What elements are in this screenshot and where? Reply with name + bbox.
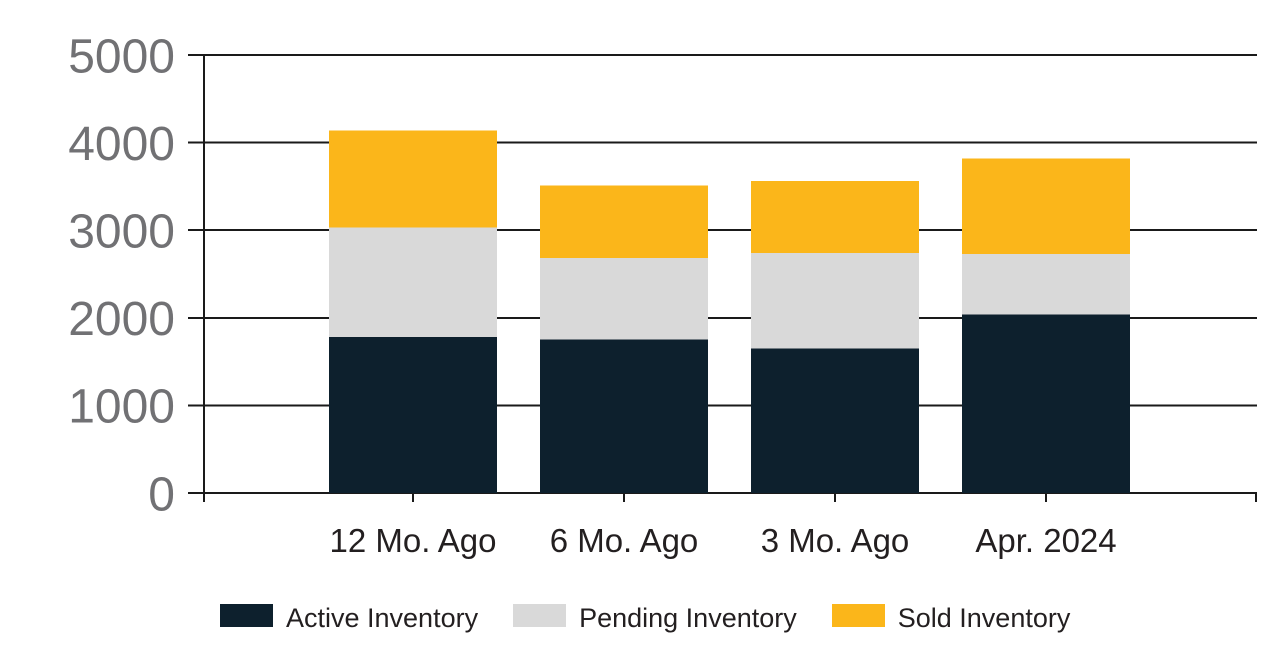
bar-3-mo-ago-sold-inventory <box>751 181 919 253</box>
x-axis-label-12-mo-ago: 12 Mo. Ago <box>330 522 497 559</box>
bar-12-mo-ago-active-inventory <box>329 337 497 493</box>
legend-swatch-active-inventory <box>220 604 273 627</box>
legend-label-pending-inventory: Pending Inventory <box>579 603 797 633</box>
x-axis-label-3-mo-ago: 3 Mo. Ago <box>761 522 910 559</box>
y-axis-label-2000: 2000 <box>68 293 175 346</box>
y-axis-label-4000: 4000 <box>68 118 175 171</box>
y-axis-label-0: 0 <box>148 468 175 521</box>
x-axis-label-6-mo-ago: 6 Mo. Ago <box>550 522 699 559</box>
bar-12-mo-ago-pending-inventory <box>329 227 497 338</box>
bar-3-mo-ago-pending-inventory <box>751 252 919 349</box>
y-axis-label-1000: 1000 <box>68 381 175 434</box>
bar-apr-2024-sold-inventory <box>962 158 1130 254</box>
bar-12-mo-ago-sold-inventory <box>329 130 497 228</box>
x-axis-label-apr-2024: Apr. 2024 <box>975 522 1116 559</box>
y-axis-label-3000: 3000 <box>68 205 175 258</box>
bar-6-mo-ago-pending-inventory <box>540 258 708 340</box>
bar-apr-2024-active-inventory <box>962 314 1130 493</box>
bar-6-mo-ago-active-inventory <box>540 339 708 493</box>
bar-6-mo-ago-sold-inventory <box>540 185 708 259</box>
legend-swatch-pending-inventory <box>513 604 567 627</box>
bar-apr-2024-pending-inventory <box>962 253 1130 315</box>
legend-swatch-sold-inventory <box>831 604 885 627</box>
legend-label-sold-inventory: Sold Inventory <box>898 603 1071 633</box>
legend-label-active-inventory: Active Inventory <box>286 603 479 633</box>
bar-3-mo-ago-active-inventory <box>751 348 919 493</box>
y-axis-label-5000: 5000 <box>68 30 175 83</box>
